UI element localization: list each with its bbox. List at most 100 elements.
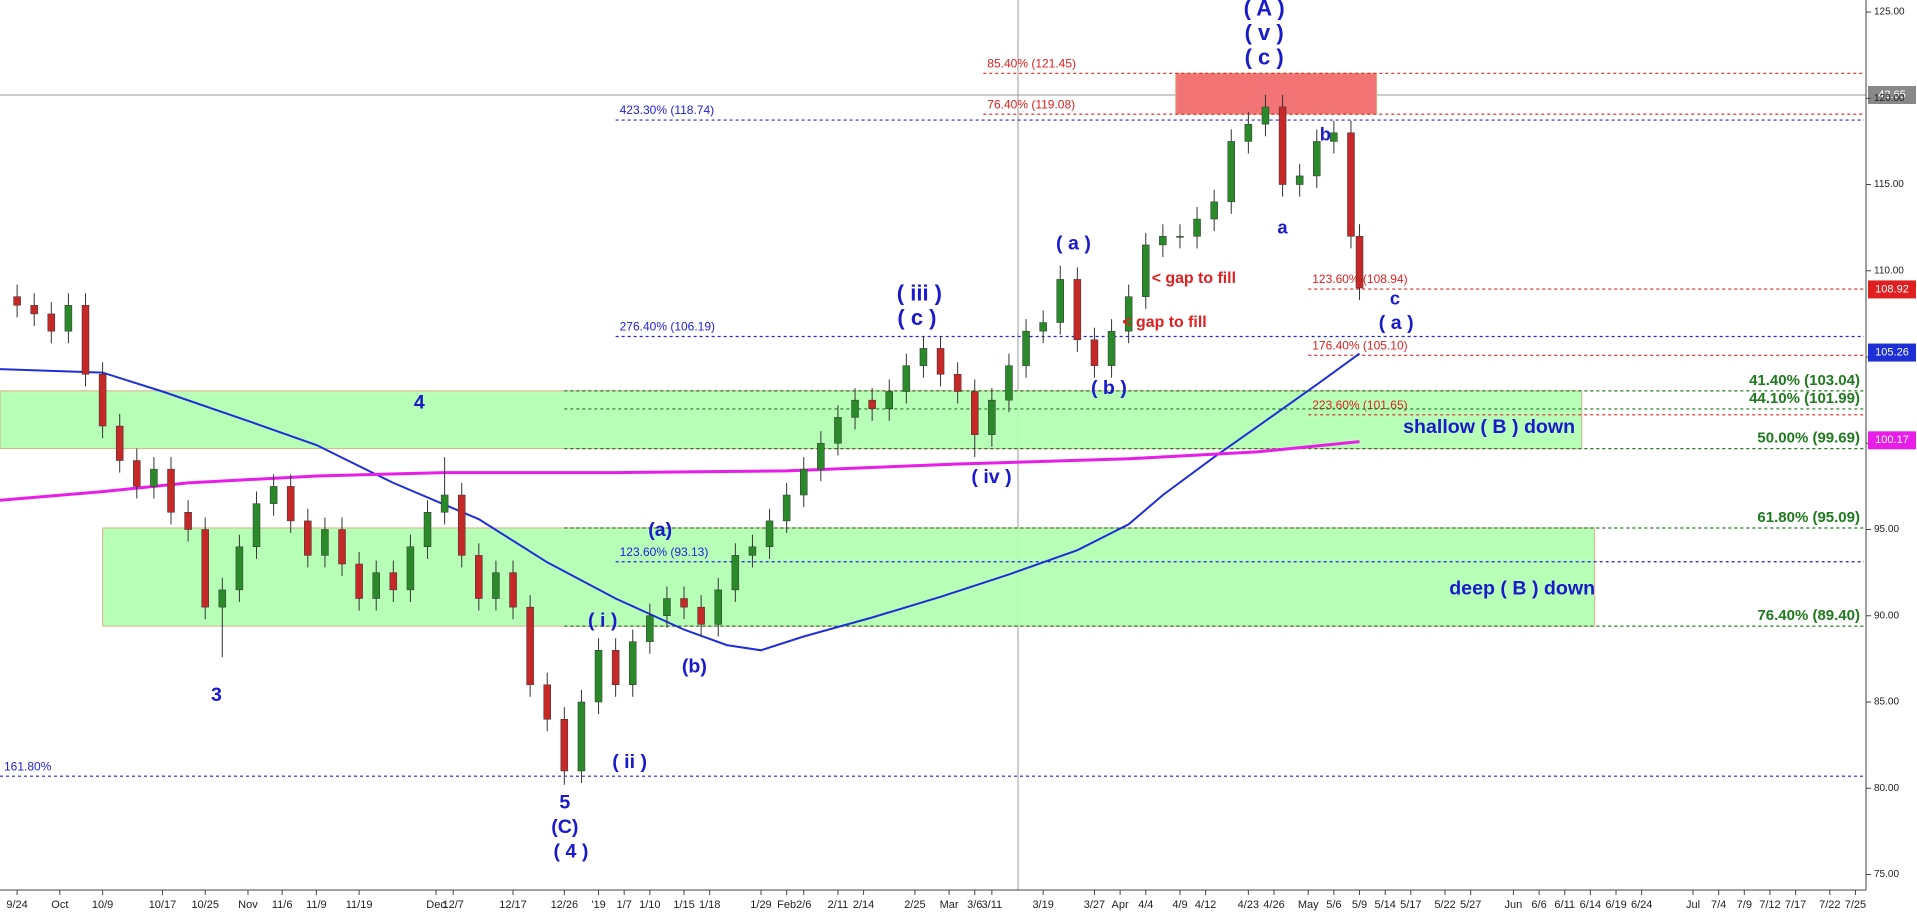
x-tick-label: Oct (51, 899, 68, 911)
moving-average (0, 352, 1361, 652)
candle-body (782, 494, 791, 522)
x-tick-label: Feb (777, 899, 796, 911)
zone (0, 390, 1583, 450)
x-tick-label: 3/27 (1084, 899, 1105, 911)
y-tick-label: 95.00 (1874, 524, 1899, 535)
candle-body (440, 494, 449, 513)
price-label: 100.17 (1875, 434, 1909, 446)
candle-body (1039, 322, 1047, 332)
x-tick-label: 6/24 (1631, 899, 1652, 911)
candle-body (919, 348, 928, 366)
x-tick-label: Nov (238, 899, 258, 911)
candle-body (1159, 236, 1167, 246)
wave-label: ( i ) (588, 609, 617, 631)
candle-body (594, 650, 603, 703)
wave-label: ( ii ) (612, 751, 647, 773)
x-tick-label: '19 (591, 899, 605, 911)
candle-body (817, 443, 825, 470)
candle-body (269, 486, 278, 504)
x-tick-label: 10/9 (92, 899, 113, 911)
x-tick-label: 12/17 (499, 899, 527, 911)
wave-label: ( iii ) (897, 280, 942, 305)
candle-body (560, 718, 569, 772)
candle-body (611, 650, 620, 685)
wave-label: deep ( B ) down (1449, 577, 1595, 599)
x-tick-label: 9/24 (6, 899, 27, 911)
candle-body (646, 615, 654, 642)
price-label-box (1868, 343, 1916, 362)
candle-body (201, 529, 209, 608)
candle-body (389, 572, 398, 591)
x-tick-label: Jun (1505, 899, 1523, 911)
x-tick-label: 6/6 (1531, 899, 1546, 911)
level-label: 50.00% (99.69) (1757, 430, 1860, 447)
level-label: 44.10% (101.99) (1749, 390, 1860, 407)
level-label: 423.30% (118.74) (620, 103, 715, 117)
candle-body (98, 374, 107, 427)
x-tick-label: 4/12 (1195, 899, 1216, 911)
x-tick-label: 5/14 (1374, 899, 1395, 911)
candle-body (286, 486, 295, 522)
candle-body (1056, 279, 1065, 323)
x-tick-label: 5/17 (1400, 899, 1421, 911)
wave-label: 5 (559, 791, 570, 813)
x-tick-label: 7/22 (1819, 899, 1840, 911)
candle-body (748, 546, 757, 556)
crosshair-label: 42.65 (1878, 89, 1906, 101)
level-label: 61.80% (95.09) (1757, 509, 1860, 526)
candle-body (1278, 106, 1287, 185)
wave-label: c (1390, 287, 1400, 308)
candle-body (30, 305, 38, 315)
wave-label: < gap to fill (1152, 270, 1236, 287)
x-tick-label: 6/19 (1605, 899, 1626, 911)
level-label: 76.40% (119.08) (987, 97, 1075, 111)
wave-label: ( a ) (1379, 312, 1414, 334)
level-label: 76.40% (89.40) (1757, 607, 1860, 624)
candle-body (526, 606, 534, 685)
candle-body (1210, 201, 1218, 220)
candle-body (184, 512, 192, 530)
wave-label: 3 (211, 684, 222, 706)
candle-body (218, 589, 227, 608)
wave-label: ( a ) (1056, 233, 1091, 255)
x-tick-label: Apr (1112, 899, 1129, 911)
x-tick-label: 7/12 (1759, 899, 1780, 911)
candle-body (372, 572, 380, 599)
candle-body (731, 555, 740, 591)
candle-body (1124, 296, 1133, 332)
x-tick-label: 5/9 (1352, 899, 1367, 911)
x-tick-label: 7/25 (1845, 899, 1866, 911)
wave-label: b (1320, 124, 1331, 145)
wave-label: ( iv ) (971, 466, 1011, 488)
x-tick-label: 2/25 (904, 899, 925, 911)
x-tick-label: 1/29 (750, 899, 771, 911)
candle-body (1073, 279, 1082, 341)
wave-label: a (1277, 216, 1288, 237)
candle-body (423, 512, 432, 548)
candle-body (1313, 141, 1321, 177)
candle-body (953, 374, 962, 392)
x-tick-label: 5/6 (1326, 899, 1341, 911)
zone (1175, 72, 1378, 115)
candle-body (252, 503, 261, 548)
x-tick-label: 1/10 (639, 899, 660, 911)
y-tick-label: 90.00 (1874, 610, 1899, 621)
candle-body (663, 598, 671, 617)
candle-body (628, 641, 637, 685)
x-tick-label: 7/4 (1711, 899, 1726, 911)
candle-body (475, 555, 483, 599)
wave-label: ( 4 ) (554, 840, 589, 862)
candle-body (1244, 123, 1253, 142)
candle-body (543, 684, 551, 720)
candle-body (492, 572, 500, 599)
x-tick-label: 4/23 (1238, 899, 1259, 911)
price-label: 105.26 (1875, 346, 1909, 358)
candle-body (1005, 365, 1013, 401)
x-tick-label: 3/6 (967, 899, 982, 911)
candle-body (971, 391, 979, 435)
x-tick-label: Jul (1686, 899, 1700, 911)
candle-body (834, 417, 842, 444)
wave-label: < gap to fill (1122, 314, 1206, 331)
